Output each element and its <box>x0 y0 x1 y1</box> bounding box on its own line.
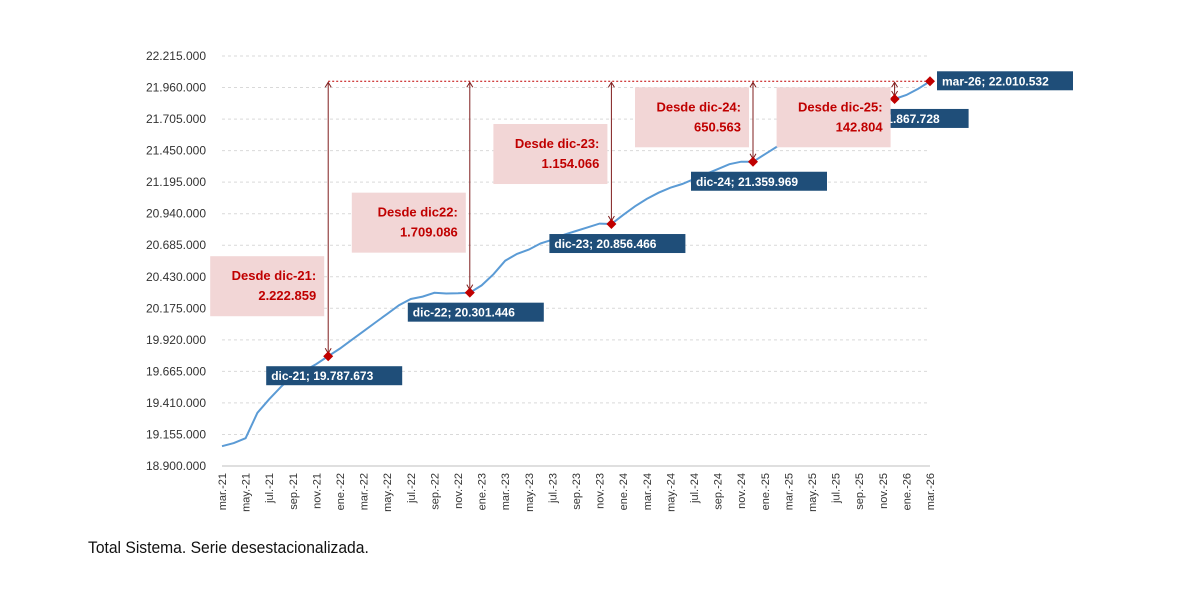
delta-boxes: Desde dic-21: 2.222.859 Desde dic22: 1.709.… <box>210 87 891 317</box>
x-tick-label: jul.-25 <box>831 473 843 504</box>
delta-title: Desde dic22: <box>378 205 458 220</box>
x-tick-label: jul.-22 <box>406 473 418 504</box>
data-marker <box>925 76 935 87</box>
x-tick-label: ene.-24 <box>618 473 630 510</box>
x-tick-label: mar.-25 <box>783 473 795 510</box>
y-tick-label: 19.410.000 <box>146 396 206 410</box>
y-tick-label: 20.175.000 <box>146 301 206 315</box>
point-label-box <box>691 171 827 191</box>
point-label: dic-23; 20.856.466 <box>549 234 686 254</box>
point-label: mar-26; 22.010.532 <box>937 71 1073 91</box>
y-tick-label: 21.450.000 <box>146 144 206 158</box>
y-tick-label: 20.685.000 <box>146 238 206 252</box>
delta-value: 1.154.066 <box>542 156 600 171</box>
markers <box>323 76 935 362</box>
x-tick-label: jul.-21 <box>264 473 276 504</box>
point-label-box <box>407 302 544 322</box>
y-tick-label: 21.960.000 <box>146 81 206 95</box>
x-tick-label: mar.-26 <box>925 473 937 510</box>
arrow-head <box>466 81 474 88</box>
arrow-head <box>324 81 332 88</box>
x-tick-label: nov.-23 <box>595 473 607 509</box>
point-label-text: dic-22; 20.301.446 <box>413 306 515 320</box>
point-label: dic-24; 21.359.969 <box>691 171 827 191</box>
x-tick-label: mar.-21 <box>217 473 229 510</box>
point-label-text: dic-21; 19.787.673 <box>271 369 373 383</box>
x-tick-label: ene.-23 <box>477 473 489 510</box>
delta-box: Desde dic22: 1.709.086 <box>351 192 466 253</box>
y-tick-label: 18.900.000 <box>146 459 206 473</box>
x-tick-label: sep.-25 <box>854 473 866 510</box>
y-tick-label: 20.430.000 <box>146 270 206 284</box>
delta-title: Desde dic-23: <box>515 136 600 151</box>
delta-box: Desde dic-23: 1.154.066 <box>493 124 608 185</box>
data-marker <box>464 287 475 298</box>
delta-box-bg <box>635 87 749 148</box>
x-tick-label: sep.-23 <box>571 473 583 510</box>
point-label-box <box>937 71 1073 91</box>
y-tick-label: 22.215.000 <box>146 49 206 63</box>
delta-title: Desde dic-25: <box>798 99 883 114</box>
x-tick-label: may.-22 <box>382 473 394 512</box>
delta-box: Desde dic-21: 2.222.859 <box>210 256 325 317</box>
x-tick-label: jul.-23 <box>547 473 559 504</box>
x-tick-label: mar.-23 <box>500 473 512 510</box>
delta-box: Desde dic-24: 650.563 <box>635 87 749 148</box>
arrow-head <box>607 81 615 88</box>
delta-value: 2.222.859 <box>258 288 316 303</box>
y-tick-label: 21.705.000 <box>146 112 206 126</box>
delta-value: 650.563 <box>694 119 741 134</box>
data-marker <box>748 156 758 167</box>
x-tick-label: sep.-22 <box>429 473 441 510</box>
delta-box-bg <box>210 256 325 317</box>
x-tick-label: ene.-26 <box>901 473 913 510</box>
x-tick-label: may.-24 <box>665 473 677 512</box>
delta-arrows <box>324 81 899 355</box>
x-axis-ticks: mar.-21 may.-21 jul.-21 sep.-21 nov.-21 ene.-… <box>217 473 937 512</box>
x-tick-label: sep.-24 <box>713 473 725 510</box>
delta-title: Desde dic-24: <box>656 99 741 114</box>
delta-value: 1.709.086 <box>400 225 458 240</box>
y-tick-label: 19.155.000 <box>146 427 206 441</box>
delta-box: Desde dic-25: 142.804 <box>776 87 891 148</box>
data-marker <box>606 219 617 230</box>
x-tick-label: may.-21 <box>241 473 253 512</box>
point-label: dic-22; 20.301.446 <box>407 302 544 322</box>
point-label-text: dic-24; 21.359.969 <box>696 175 798 189</box>
arrow-head <box>749 81 757 88</box>
x-tick-label: ene.-25 <box>760 473 772 510</box>
delta-box-bg <box>351 192 466 253</box>
x-tick-label: may.-25 <box>807 473 819 512</box>
caption: Total Sistema. Serie desestacionalizada. <box>88 538 369 557</box>
point-label-box <box>549 234 686 254</box>
y-tick-label: 21.195.000 <box>146 175 206 189</box>
delta-box-bg <box>776 87 891 148</box>
x-tick-label: jul.-24 <box>689 473 701 504</box>
point-label: dic-21; 19.787.673 <box>266 366 403 386</box>
x-tick-label: nov.-22 <box>453 473 465 509</box>
x-tick-label: may.-23 <box>524 473 536 512</box>
y-tick-label: 19.665.000 <box>146 364 206 378</box>
x-tick-label: ene.-22 <box>335 473 347 510</box>
data-marker <box>889 93 900 104</box>
delta-value: 142.804 <box>836 119 884 134</box>
y-tick-label: 20.940.000 <box>146 207 206 221</box>
x-tick-label: nov.-25 <box>878 473 890 509</box>
x-tick-label: mar.-24 <box>642 473 654 510</box>
x-tick-label: sep.-21 <box>288 473 300 510</box>
point-label-box <box>266 366 403 386</box>
delta-title: Desde dic-21: <box>232 268 317 283</box>
x-tick-label: nov.-24 <box>736 473 748 509</box>
arrow-head <box>891 81 899 88</box>
data-marker <box>323 351 334 362</box>
x-tick-label: mar.-22 <box>359 473 371 510</box>
x-tick-label: nov.-21 <box>311 473 323 509</box>
delta-box-bg <box>493 124 608 185</box>
y-axis-ticks: 22.215.000 21.960.000 21.705.000 21.450.000… <box>146 49 206 473</box>
point-label-text: mar-26; 22.010.532 <box>942 74 1049 88</box>
y-tick-label: 19.920.000 <box>146 333 206 347</box>
point-label-text: dic-23; 20.856.466 <box>554 237 656 251</box>
